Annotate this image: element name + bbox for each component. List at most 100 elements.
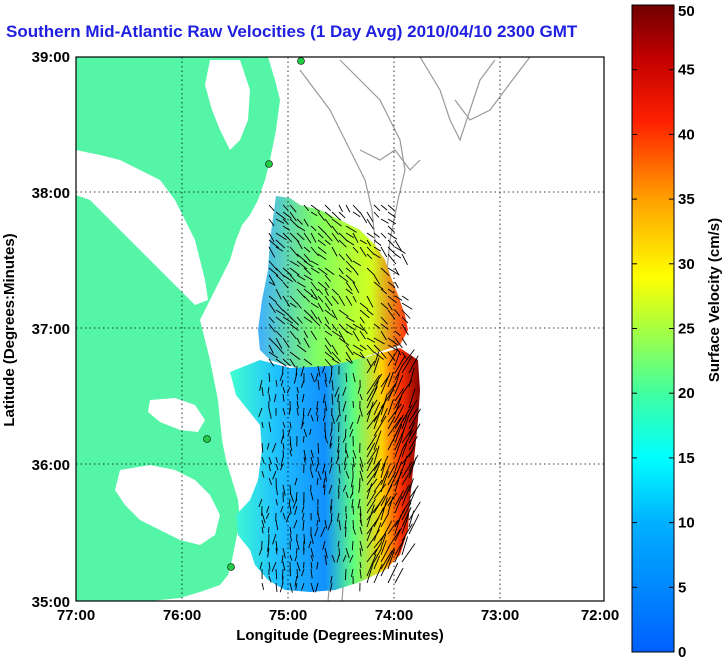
velocity-arrow [301, 393, 305, 403]
velocity-arrow [273, 393, 277, 403]
velocity-arrow [282, 281, 289, 289]
velocity-arrow [282, 204, 289, 211]
velocity-arrow [282, 218, 289, 225]
velocity-arrow [285, 512, 291, 523]
velocity-arrow [344, 414, 347, 422]
velocity-arrow [292, 498, 298, 509]
velocity-arrow [310, 533, 314, 545]
velocity-arrow [303, 358, 313, 366]
velocity-arrow [310, 372, 315, 383]
velocity-arrow [380, 497, 388, 521]
velocity-arrow [331, 379, 334, 391]
velocity-arrow [380, 267, 390, 277]
velocity-arrow [261, 456, 265, 464]
velocity-arrow [352, 526, 356, 535]
velocity-arrow [296, 274, 306, 281]
velocity-arrow [303, 330, 309, 338]
velocity-arrow [387, 218, 397, 225]
velocity-arrow [387, 429, 399, 451]
colorbar-tick-label: 15 [678, 450, 695, 467]
velocity-arrow [387, 295, 397, 304]
velocity-arrow [373, 211, 380, 218]
velocity-arrow [331, 554, 336, 563]
velocity-arrow [279, 582, 284, 593]
velocity-arrow [289, 421, 292, 429]
velocity-arrow [322, 540, 326, 551]
velocity-arrow [345, 267, 352, 273]
velocity-arrow [366, 415, 378, 430]
velocity-arrow [394, 395, 403, 416]
velocity-arrow [380, 546, 390, 563]
velocity-arrow [316, 414, 319, 422]
velocity-arrow [301, 505, 305, 513]
velocity-arrow [401, 455, 408, 472]
velocity-arrow [408, 513, 420, 535]
velocity-arrow [310, 225, 317, 232]
velocity-arrow [401, 309, 411, 319]
velocity-arrow [338, 295, 346, 307]
velocity-arrow [394, 350, 401, 367]
velocity-arrow [268, 239, 279, 249]
velocity-arrow [268, 351, 279, 359]
velocity-arrow [394, 423, 403, 444]
velocity-arrow [352, 232, 359, 243]
velocity-arrow [280, 505, 284, 513]
velocity-arrow [317, 232, 324, 239]
velocity-arrow [338, 463, 341, 474]
velocity-arrow [271, 442, 277, 453]
velocity-arrow [271, 561, 277, 572]
velocity-arrow [338, 274, 349, 283]
velocity-arrow [324, 232, 333, 242]
velocity-arrow [387, 288, 395, 294]
velocity-arrow [275, 484, 278, 496]
velocity-arrow [345, 295, 353, 306]
velocity-arrow [293, 519, 298, 529]
velocity-arrow [324, 281, 330, 288]
velocity-arrow [303, 288, 314, 297]
velocity-arrow [345, 547, 350, 559]
velocity-arrow [331, 323, 338, 332]
velocity-arrow [324, 288, 329, 297]
velocity-arrow [387, 211, 396, 218]
velocity-arrow [359, 246, 367, 257]
velocity-arrow [282, 316, 294, 324]
velocity-arrow [394, 435, 404, 458]
velocity-arrow [294, 505, 298, 516]
velocity-arrow [331, 344, 339, 356]
velocity-arrow [366, 211, 374, 223]
velocity-arrow [373, 415, 387, 437]
velocity-arrow [344, 428, 347, 437]
velocity-vectors [258, 204, 421, 593]
velocity-arrow [380, 520, 393, 542]
velocity-arrow [387, 253, 397, 265]
velocity-arrow [289, 274, 297, 283]
velocity-arrow [349, 491, 354, 499]
velocity-arrow [282, 547, 286, 559]
velocity-arrow [289, 526, 292, 535]
velocity-arrow [331, 232, 340, 243]
velocity-arrow [366, 358, 372, 367]
velocity-arrow [366, 561, 375, 584]
velocity-arrow [268, 302, 276, 314]
velocity-arrow [408, 388, 416, 409]
velocity-arrow [366, 267, 375, 276]
velocity-arrow [324, 351, 335, 360]
velocity-arrow [401, 415, 408, 430]
velocity-arrow [324, 239, 331, 245]
station-marker [297, 57, 305, 65]
velocity-arrow [296, 400, 299, 409]
velocity-arrow [401, 355, 413, 374]
velocity-arrow [310, 470, 314, 479]
velocity-arrow [345, 288, 353, 295]
velocity-arrow [268, 281, 276, 286]
velocity-arrow [258, 407, 263, 418]
velocity-arrow [359, 540, 364, 552]
velocity-arrow [408, 489, 416, 507]
velocity-arrow [342, 386, 347, 397]
velocity-arrow [401, 323, 409, 336]
velocity-arrow [352, 449, 357, 459]
colorbar-tick-label: 20 [678, 385, 695, 402]
velocity-arrow [295, 582, 298, 590]
velocity-arrow [338, 211, 346, 219]
velocity-arrow [373, 547, 382, 563]
